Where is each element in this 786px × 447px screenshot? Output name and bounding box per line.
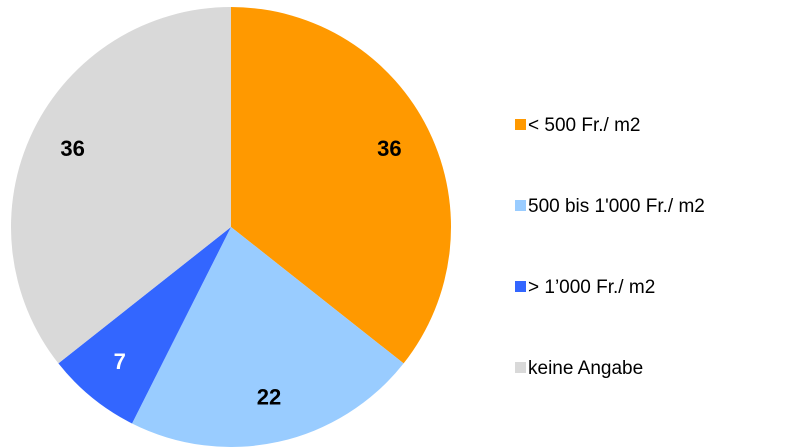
legend-swatch	[515, 281, 526, 292]
value-label: 36	[377, 136, 401, 161]
pie-slice	[58, 227, 231, 424]
legend-label: < 500 Fr./ m2	[528, 115, 640, 136]
pie-slice	[132, 227, 404, 447]
legend-label: > 1’000 Fr./ m2	[528, 277, 655, 298]
legend-swatch	[515, 200, 526, 211]
legend-label: 500 bis 1'000 Fr./ m2	[528, 196, 705, 217]
legend-label: keine Angabe	[528, 358, 643, 379]
value-label: 36	[60, 136, 84, 161]
legend-swatch	[515, 362, 526, 373]
value-label: 7	[114, 349, 126, 374]
pie-slice	[11, 7, 231, 364]
value-label: 22	[257, 385, 281, 410]
legend-swatch	[515, 119, 526, 130]
pie-slice	[231, 7, 451, 364]
